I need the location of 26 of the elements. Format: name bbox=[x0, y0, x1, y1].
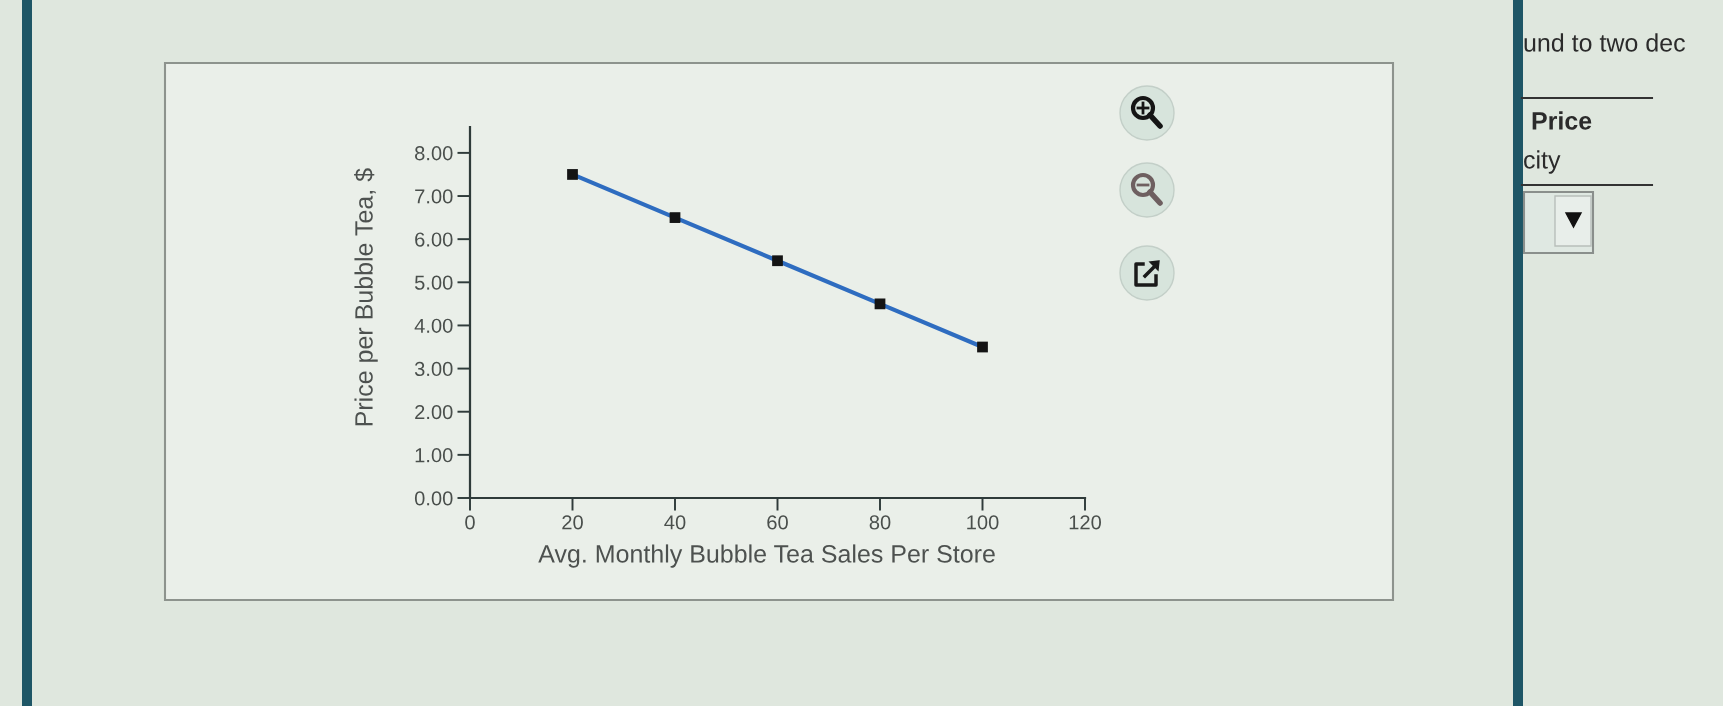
y-tick-label: 0.00 bbox=[414, 491, 453, 506]
y-tick-label: 1.00 bbox=[415, 448, 453, 463]
point bbox=[874, 298, 886, 310]
text: und to two dec bbox=[1524, 33, 1685, 52]
y-axis-title: Price per Bubble Tea, $ bbox=[354, 168, 378, 426]
y-tick-label: 6.00 bbox=[415, 232, 453, 247]
point bbox=[669, 212, 681, 223]
point bbox=[772, 255, 783, 267]
y-tick-label: 3.00 bbox=[414, 361, 453, 377]
text: Price bbox=[1532, 111, 1592, 130]
x-tick-label: 100 bbox=[967, 515, 999, 530]
x-axis-title: Avg. Monthly Bubble Tea Sales Per Store bbox=[538, 544, 995, 568]
y-tick-label: 4.00 bbox=[414, 318, 453, 333]
point bbox=[567, 169, 578, 180]
text: city bbox=[1524, 150, 1561, 174]
x-tick-label: 60 bbox=[767, 515, 788, 530]
point bbox=[977, 341, 988, 353]
y-tick-label: 2.00 bbox=[415, 404, 453, 420]
x-tick-label: 80 bbox=[869, 515, 891, 530]
y-tick-label: 7.00 bbox=[415, 189, 453, 204]
x-tick-label: 0 bbox=[465, 515, 475, 530]
x-tick-label: 120 bbox=[1069, 515, 1102, 530]
y-tick-label: 5.00 bbox=[414, 275, 453, 290]
y-tick-label: 8.00 bbox=[415, 146, 453, 161]
x-tick-label: 40 bbox=[664, 515, 686, 530]
x-tick-label: 20 bbox=[562, 515, 583, 530]
